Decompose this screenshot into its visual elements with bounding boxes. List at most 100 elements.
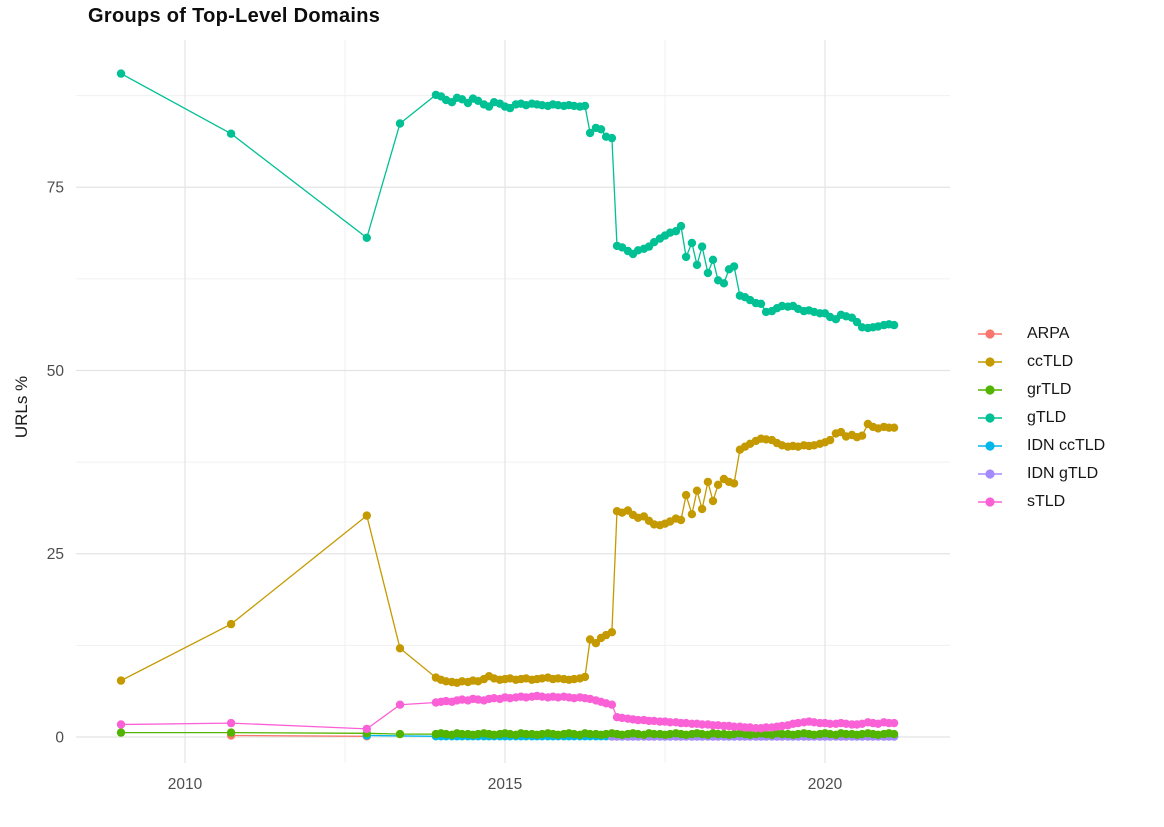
data-point bbox=[362, 724, 371, 734]
data-point bbox=[457, 729, 467, 739]
series-line bbox=[120, 73, 895, 329]
data-point bbox=[857, 431, 867, 440]
data-point bbox=[841, 729, 851, 739]
legend-key-icon-idn-cctld bbox=[978, 441, 1002, 451]
data-point bbox=[703, 477, 713, 487]
legend-key-dot bbox=[985, 357, 995, 367]
data-point bbox=[591, 639, 601, 648]
data-point bbox=[777, 729, 787, 739]
data-point bbox=[649, 729, 659, 739]
data-point bbox=[116, 720, 126, 729]
legend-item-idn-gtld: IDN gTLD bbox=[977, 460, 1105, 488]
data-point bbox=[825, 435, 835, 445]
gridlines-major bbox=[76, 40, 950, 763]
data-point bbox=[580, 672, 590, 682]
data-point bbox=[362, 233, 371, 242]
legend-label-grtld: grTLD bbox=[1027, 381, 1072, 398]
legend-key-dot bbox=[985, 441, 995, 451]
legend-label-cctld: ccTLD bbox=[1027, 353, 1074, 370]
data-point bbox=[697, 720, 707, 729]
legend-key-icon-grtld bbox=[978, 385, 1002, 395]
data-point bbox=[585, 729, 595, 739]
y-tick-label: 0 bbox=[55, 729, 64, 746]
legend-key-icon-idn-gtld bbox=[978, 469, 1002, 479]
legend-key-icon-cctld bbox=[978, 357, 1002, 367]
legend-item-cctld: ccTLD bbox=[977, 348, 1105, 376]
x-tick-label: 2010 bbox=[168, 776, 203, 793]
data-point bbox=[697, 504, 707, 514]
data-point bbox=[676, 515, 686, 525]
data-point bbox=[607, 133, 617, 143]
data-point bbox=[633, 715, 643, 725]
data-point bbox=[116, 728, 126, 737]
data-point bbox=[395, 700, 405, 709]
legend-key-icon-stld bbox=[978, 497, 1002, 507]
data-point bbox=[729, 479, 739, 488]
data-point bbox=[713, 729, 723, 739]
gridlines-minor bbox=[76, 40, 950, 763]
data-point bbox=[889, 320, 899, 330]
legend-item-stld: sTLD bbox=[977, 488, 1105, 516]
series-grtld bbox=[116, 728, 899, 739]
data-point bbox=[395, 119, 405, 128]
legend-label-idn-cctld: IDN ccTLD bbox=[1027, 437, 1106, 454]
legend-label-stld: sTLD bbox=[1027, 493, 1066, 510]
legend-label-arpa: ARPA bbox=[1027, 325, 1070, 342]
legend-key-icon-arpa bbox=[978, 329, 1002, 339]
legend-key-icon-gtld bbox=[978, 413, 1002, 423]
data-point bbox=[362, 511, 371, 520]
data-point bbox=[692, 260, 702, 270]
data-point bbox=[761, 723, 771, 732]
data-point bbox=[687, 238, 697, 248]
data-point bbox=[825, 719, 835, 728]
x-axis-labels: 2010 2015 2020 bbox=[168, 776, 843, 793]
y-tick-label: 75 bbox=[47, 180, 64, 197]
chart-title: Groups of Top-Level Domains bbox=[88, 5, 381, 27]
data-point bbox=[889, 729, 899, 739]
data-point bbox=[395, 644, 405, 653]
data-point bbox=[687, 510, 697, 519]
legend-item-gtld: gTLD bbox=[977, 404, 1105, 432]
data-point bbox=[596, 125, 606, 134]
x-tick-label: 2020 bbox=[808, 776, 843, 793]
data-point bbox=[226, 619, 236, 629]
data-point bbox=[665, 718, 675, 727]
legend-label-idn-gtld: IDN gTLD bbox=[1027, 465, 1099, 482]
x-tick-label: 2015 bbox=[488, 776, 522, 793]
series-cctld bbox=[116, 419, 899, 687]
legend-label-gtld: gTLD bbox=[1027, 409, 1067, 426]
series-gtld bbox=[116, 69, 899, 333]
data-point bbox=[226, 718, 236, 728]
data-point bbox=[681, 252, 691, 262]
legend-key-dot bbox=[985, 469, 995, 479]
data-point bbox=[708, 496, 718, 506]
data-point bbox=[116, 69, 126, 78]
legend-item-arpa: ARPA bbox=[977, 320, 1105, 348]
data-point bbox=[116, 676, 126, 685]
data-point bbox=[226, 728, 236, 737]
legend-item-grtld: grTLD bbox=[977, 376, 1105, 404]
y-tick-label: 25 bbox=[47, 546, 64, 563]
series-stld bbox=[116, 691, 899, 734]
series-line bbox=[231, 734, 367, 737]
data-point bbox=[676, 221, 686, 231]
y-tick-label: 50 bbox=[47, 363, 65, 380]
data-point bbox=[729, 262, 739, 271]
data-point bbox=[719, 279, 729, 288]
data-point bbox=[226, 129, 236, 138]
legend: ARPA ccTLD grTLD gTLD IDN ccTLD IDN gTLD sTLD bbox=[977, 320, 1105, 516]
data-point bbox=[580, 101, 590, 111]
data-point bbox=[607, 628, 617, 637]
legend-key-dot bbox=[985, 329, 995, 339]
data-point bbox=[708, 255, 718, 264]
data-point bbox=[889, 718, 899, 728]
data-point bbox=[713, 480, 723, 489]
legend-key-dot bbox=[985, 497, 995, 507]
data-point bbox=[521, 729, 531, 739]
data-point bbox=[852, 317, 862, 327]
data-point bbox=[585, 128, 595, 138]
data-point bbox=[729, 722, 739, 731]
legend-item-idn-cctld: IDN ccTLD bbox=[977, 432, 1105, 460]
